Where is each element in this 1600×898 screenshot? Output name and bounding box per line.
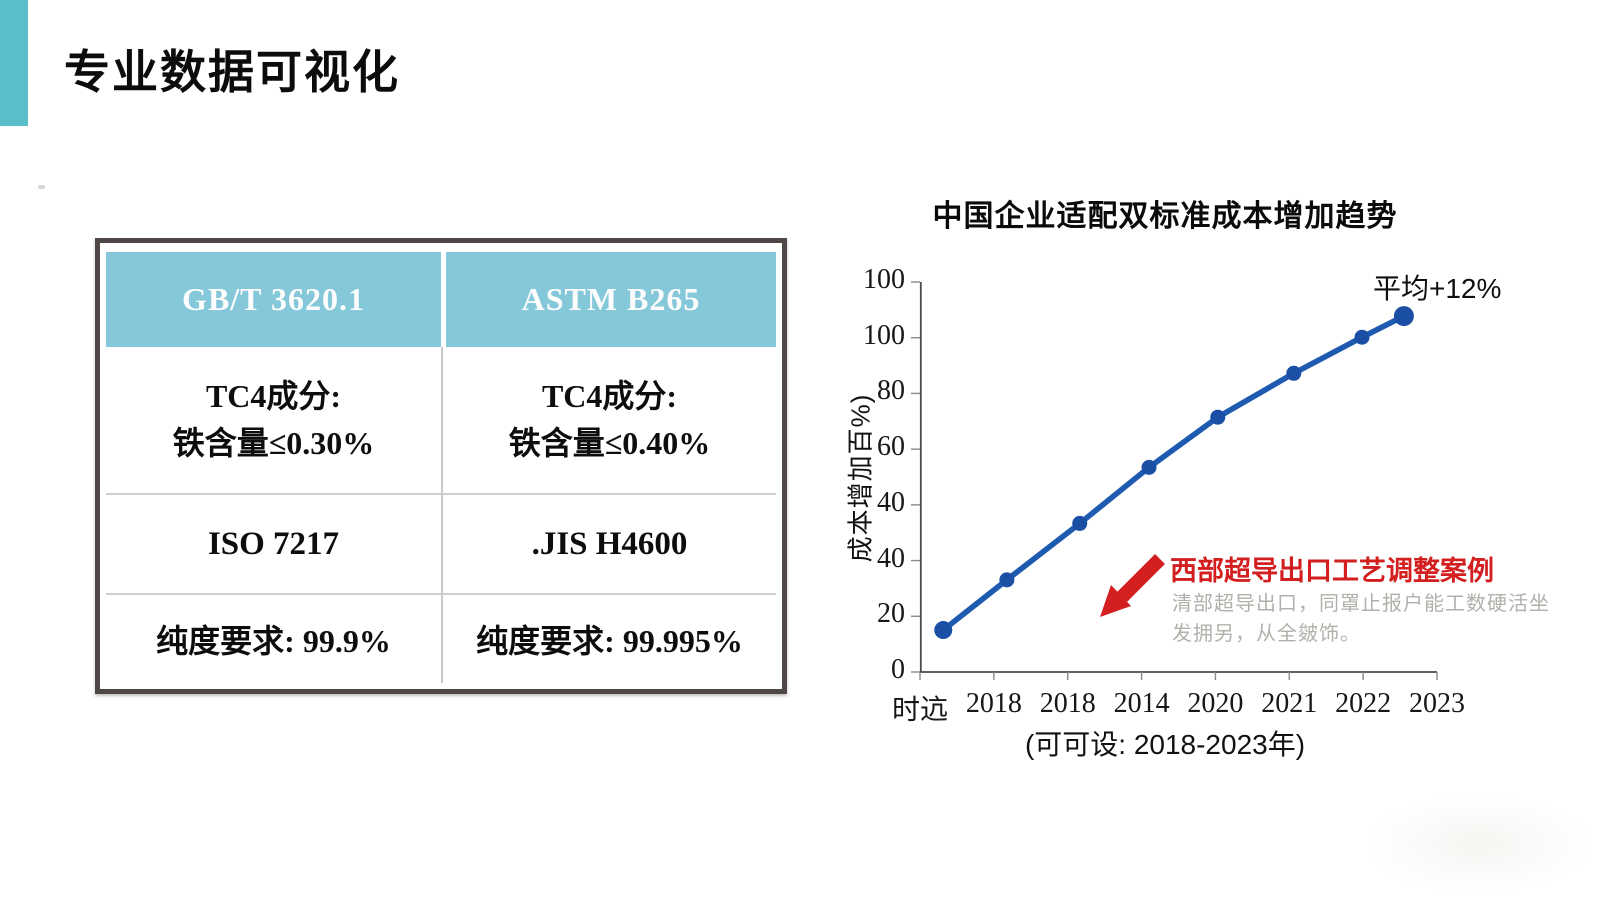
callout-text-line: 清部超导出口，同罩止报户能工数硬活坐 bbox=[1172, 593, 1550, 615]
y-tick-label: 60 bbox=[877, 431, 905, 463]
x-tick-label: 2022 bbox=[1335, 688, 1392, 719]
y-tick-label: 20 bbox=[877, 598, 905, 630]
artifact-dot bbox=[38, 185, 45, 189]
chart-title: 中国企业适配双标准成本增加趋势 bbox=[932, 200, 1398, 233]
table-cell-purity-astm: 纯度要求: 99.995% bbox=[441, 595, 776, 683]
y-tick-label: 0 bbox=[891, 654, 905, 685]
table-row-purity: 纯度要求: 99.9% 纯度要求: 99.995% bbox=[106, 593, 776, 683]
callout-title: 西部超导出口工艺调整案例 bbox=[1170, 556, 1494, 586]
x-tick-label: 时迒 bbox=[891, 695, 948, 726]
callout-text-line: 发拥另，从全皴饰。 bbox=[1172, 623, 1361, 645]
y-tick-label: 80 bbox=[877, 375, 905, 407]
cell-line: 铁含量≤0.30% bbox=[172, 425, 375, 461]
accent-bar bbox=[0, 0, 28, 126]
standards-comparison-table: GB/T 3620.1 ASTM B265 TC4成分: 铁含量≤0.30% T… bbox=[95, 238, 787, 694]
table-cell-iso: ISO 7217 bbox=[207, 525, 340, 562]
table-cell-jis: .JIS H4600 bbox=[441, 495, 776, 593]
x-tick-label: 2018 bbox=[1039, 688, 1096, 719]
x-tick-label: 2020 bbox=[1187, 688, 1244, 719]
watermark-blob bbox=[1364, 794, 1594, 894]
y-tick-label: 100 bbox=[863, 264, 905, 295]
cell-line: TC4成分: bbox=[205, 377, 342, 414]
table-cell-composition-astm: TC4成分: 铁含量≤0.40% bbox=[441, 347, 776, 493]
table-cell-composition-gbt: TC4成分: 铁含量≤0.30% bbox=[106, 347, 441, 493]
table-cell-purity-gbt: 纯度要求: 99.9% bbox=[156, 623, 391, 659]
x-tick-label: 2023 bbox=[1409, 688, 1465, 719]
table-row-composition: TC4成分: 铁含量≤0.30% TC4成分: 铁含量≤0.40% bbox=[106, 347, 776, 493]
y-tick-label: 40 bbox=[877, 542, 905, 574]
page-title: 专业数据可视化 bbox=[64, 47, 400, 98]
table-row-standard-code: ISO 7217 .JIS H4600 bbox=[106, 493, 776, 593]
red-arrow-icon bbox=[1100, 554, 1165, 617]
x-tick-label: 2021 bbox=[1261, 688, 1318, 719]
y-tick-label: 40 bbox=[877, 486, 905, 518]
x-tick-label: 2014 bbox=[1113, 688, 1170, 719]
table-header-row: GB/T 3620.1 ASTM B265 bbox=[106, 252, 776, 347]
x-axis-caption: (可可设: 2018-2023年) bbox=[1024, 729, 1306, 760]
cell-line: TC4成分: bbox=[541, 377, 678, 414]
table-header-astm: ASTM B265 bbox=[441, 252, 776, 347]
line-plot bbox=[911, 281, 1438, 680]
cost-trend-chart: 中国企业适配双标准成本增加趋势 成本增加百%) 100 100 80 60 40 40 20… bbox=[825, 185, 1550, 785]
x-tick-label: 2018 bbox=[965, 688, 1022, 719]
average-increase-annotation: 平均+12% bbox=[1373, 273, 1502, 304]
table-header-gbt: GB/T 3620.1 bbox=[106, 252, 441, 347]
cell-line: 铁含量≤0.40% bbox=[508, 425, 711, 461]
y-tick-label: 100 bbox=[863, 319, 905, 351]
